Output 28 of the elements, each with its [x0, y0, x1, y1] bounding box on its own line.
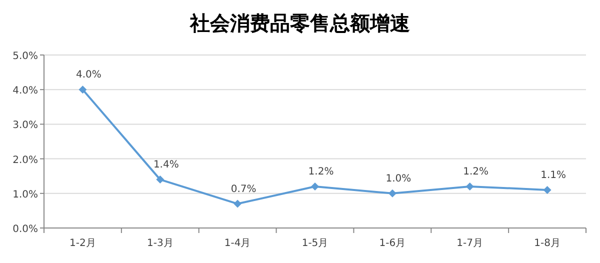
- point: [78, 86, 87, 94]
- point: [156, 176, 164, 184]
- x-tick-label: 1-3月: [146, 238, 174, 249]
- data-label: 4.0%: [76, 70, 102, 81]
- point: [543, 186, 552, 194]
- y-tick-label: 5.0%: [12, 51, 38, 62]
- data-label: 1.1%: [540, 170, 566, 181]
- point: [466, 182, 474, 190]
- x-tick-label: 1-7月: [456, 238, 484, 249]
- data-label: 0.7%: [230, 184, 256, 195]
- y-tick-label: 1.0%: [12, 189, 38, 200]
- y-tick-label: 4.0%: [12, 86, 38, 97]
- y-tick-label: 3.0%: [12, 120, 38, 132]
- data-label: 1.0%: [386, 173, 412, 184]
- x-tick-label: 1-6月: [379, 238, 406, 249]
- point: [311, 182, 319, 190]
- x-tick-label: 1-4月: [224, 238, 251, 249]
- data-label: 1.4%: [153, 160, 179, 171]
- chart-title: 社会消费品零售总额增速: [189, 12, 410, 35]
- data-label: 1.2%: [463, 166, 489, 178]
- x-tick-label: 1-8月: [534, 238, 560, 249]
- point: [388, 189, 396, 198]
- x-tick-label: 1-5月: [302, 238, 328, 249]
- data-label: 1.2%: [308, 166, 334, 178]
- point: [234, 200, 242, 208]
- y-tick-label: 2.0%: [12, 154, 38, 166]
- y-tick-label: 0.0%: [12, 224, 38, 235]
- x-tick-label: 1-2月: [70, 238, 96, 249]
